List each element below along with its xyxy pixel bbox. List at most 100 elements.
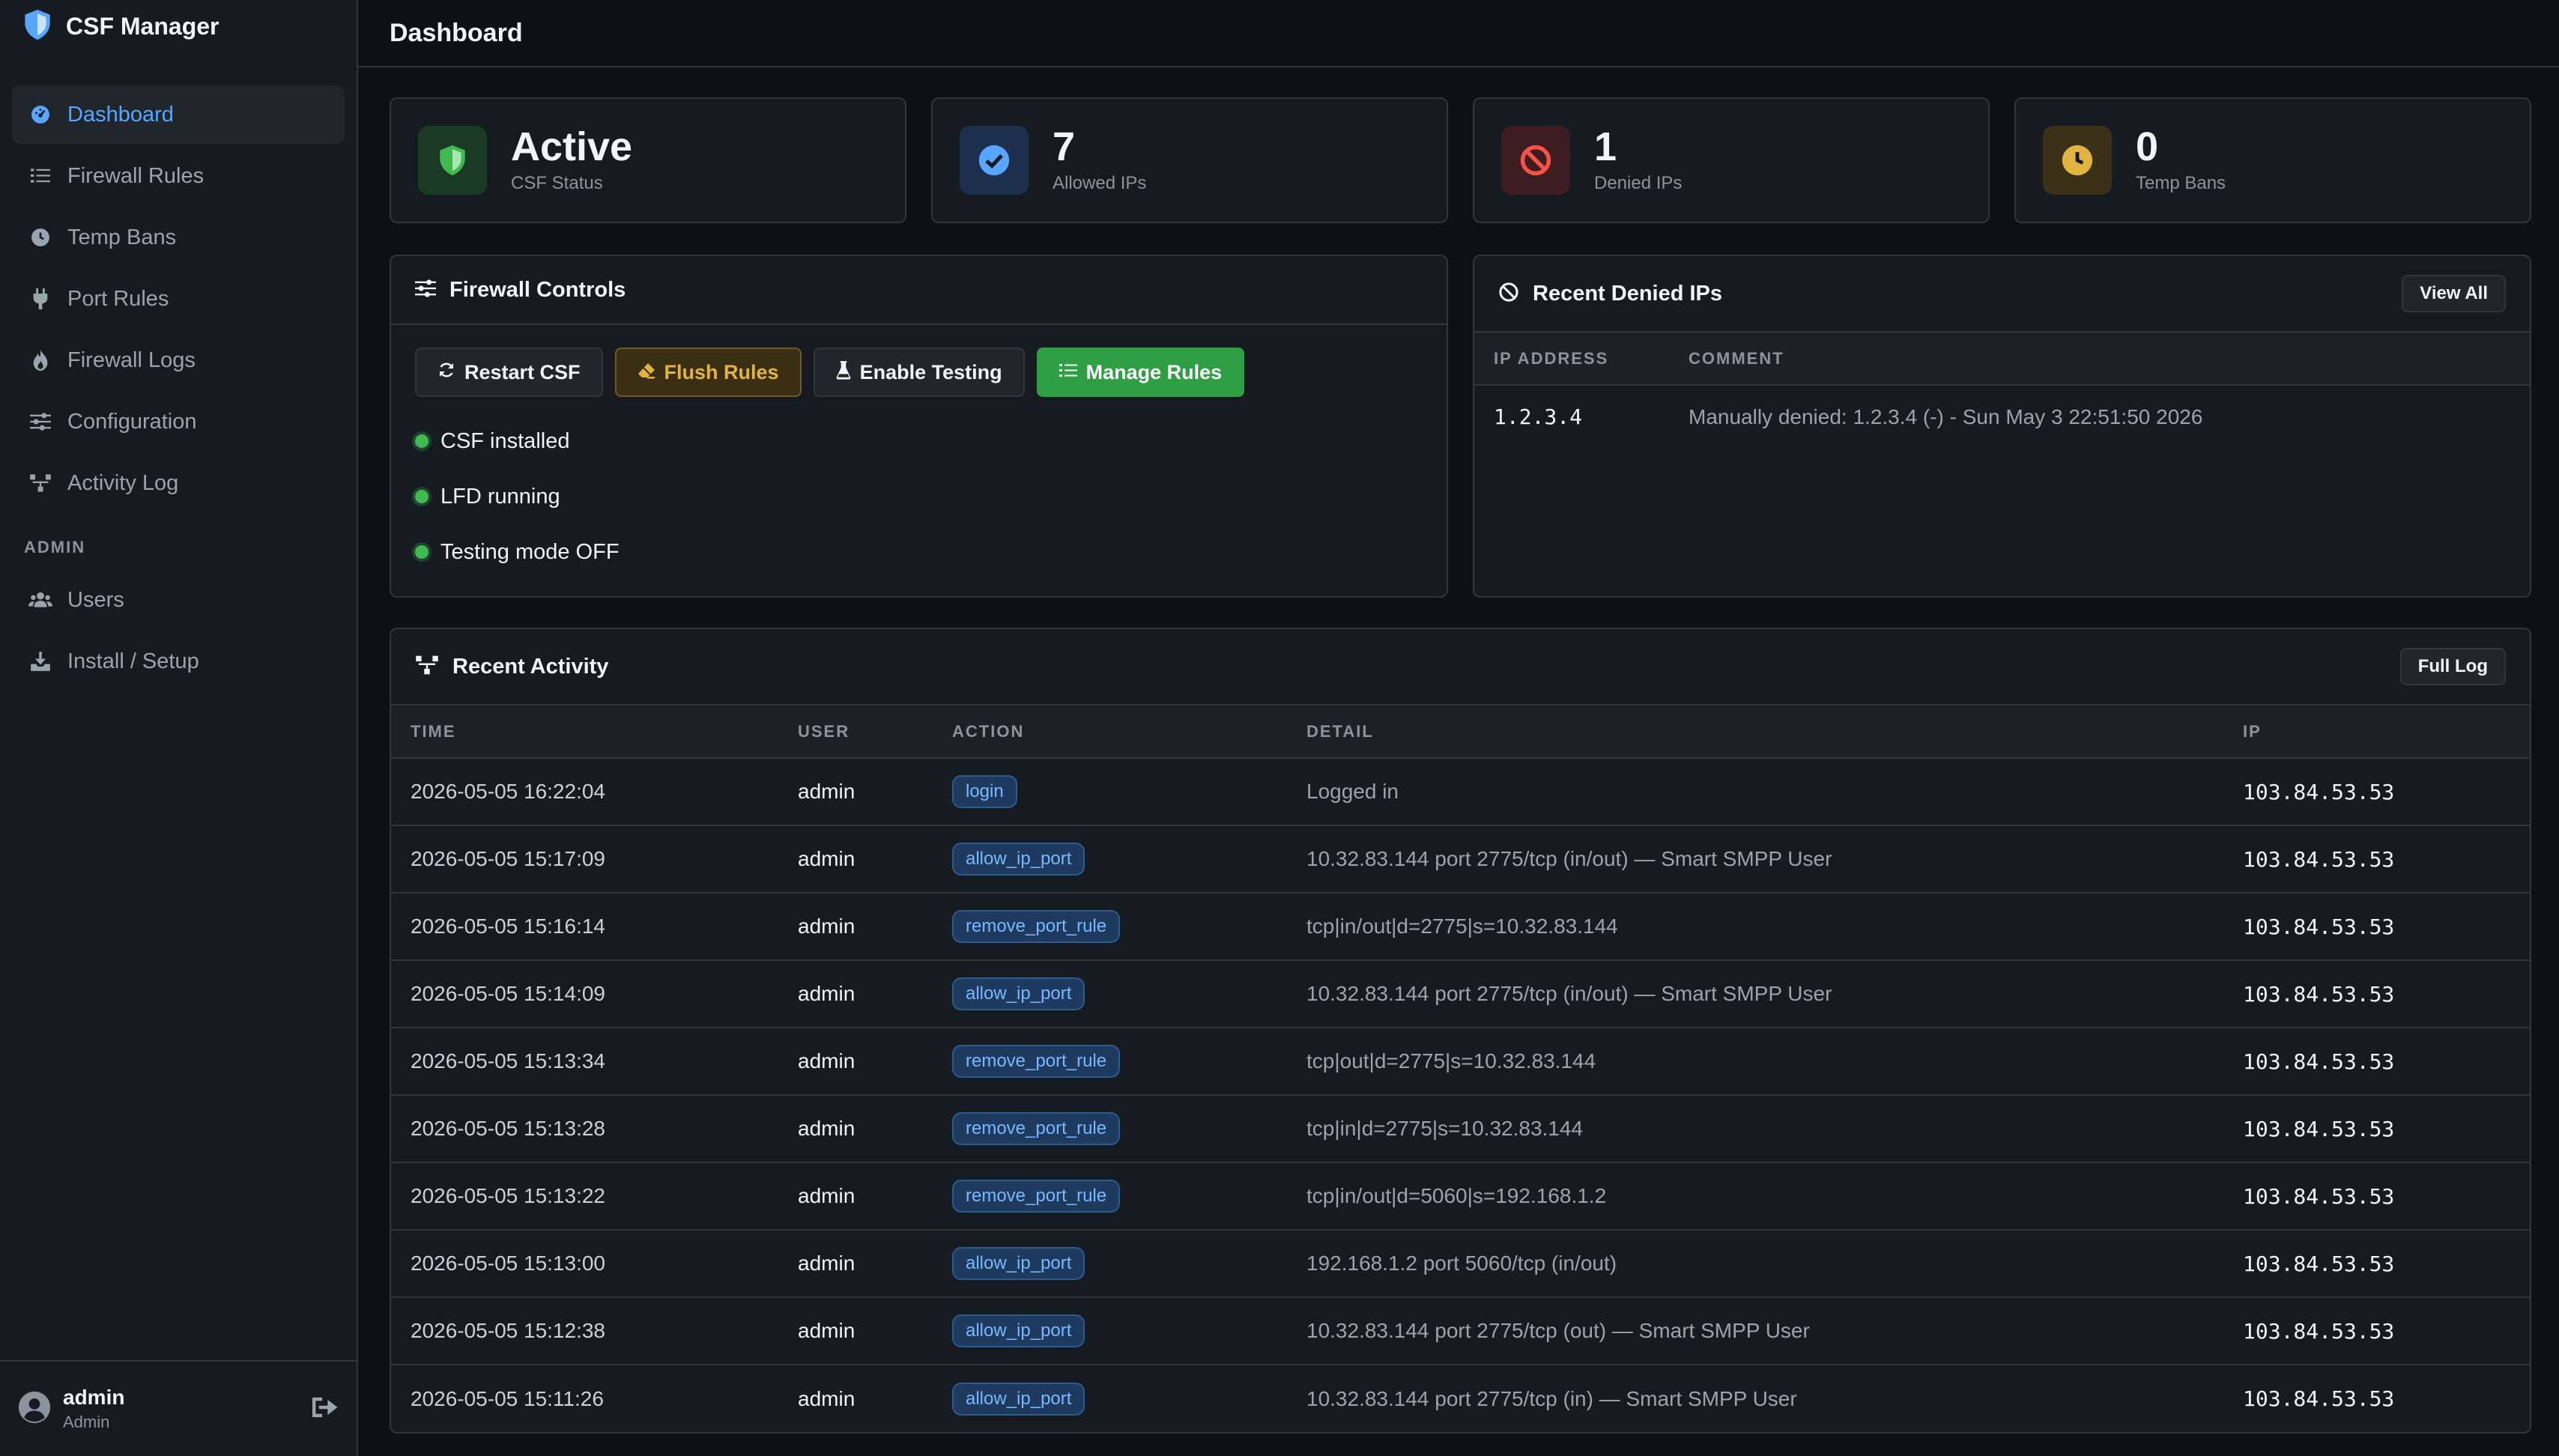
user-footer: admin Admin (0, 1360, 357, 1456)
user-cell: admin (798, 1162, 952, 1231)
column-header: IP (2243, 706, 2530, 759)
table-row[interactable]: 2026-05-05 15:13:28 admin remove_port_ru… (391, 1095, 2530, 1163)
firewall-controls-panel: Firewall Controls Restart CSF Flush Rule… (390, 255, 1448, 598)
sidebar-item-activity-log[interactable]: Activity Log (12, 454, 345, 512)
comment-cell: Manually denied: 1.2.3.4 (-) - Sun May 3… (1689, 404, 2203, 428)
shield-icon (418, 126, 487, 195)
button-label: Restart CSF (464, 360, 581, 383)
dashboard-icon (28, 103, 52, 127)
time-cell: 2026-05-05 15:11:26 (411, 1386, 604, 1410)
recent-activity-panel: Recent Activity Full Log TIME USER ACTIO… (390, 628, 2531, 1434)
restart-csf-button[interactable]: Restart CSF (415, 348, 603, 397)
ip-cell: 103.84.53.53 (2243, 1095, 2530, 1163)
sidebar-item-configuration[interactable]: Configuration (12, 392, 345, 451)
panel-title: Recent Activity (452, 654, 609, 679)
detail-cell: 10.32.83.144 port 2775/tcp (in) — Smart … (1306, 1386, 1797, 1410)
sidebar-item-dashboard[interactable]: Dashboard (12, 85, 345, 144)
ip-cell: 103.84.53.53 (2243, 1386, 2395, 1411)
sidebar-item-label: Firewall Rules (67, 163, 205, 188)
full-log-button[interactable]: Full Log (2399, 648, 2506, 685)
sliders-icon (28, 410, 52, 434)
time-cell: 2026-05-05 15:14:09 (391, 960, 798, 1028)
stat-label: CSF Status (511, 173, 603, 193)
manage-rules-button[interactable]: Manage Rules (1036, 348, 1245, 397)
sidebar: CSF Manager Dashboard Firewall Rules Tem… (0, 0, 358, 1456)
table-row[interactable]: 2026-05-05 15:14:09 admin allow_ip_port … (391, 960, 2530, 1028)
sliders-icon (415, 279, 436, 301)
sidebar-item-firewall-logs[interactable]: Firewall Logs (12, 331, 345, 389)
sidebar-item-temp-bans[interactable]: Temp Bans (12, 208, 345, 267)
recent-denied-panel: Recent Denied IPs View All IP ADDRESS CO… (1473, 255, 2531, 598)
view-all-button[interactable]: View All (2402, 275, 2506, 312)
ip-cell: 103.84.53.53 (2243, 1162, 2530, 1231)
stat-card-csf-status: Active CSF Status (390, 97, 906, 223)
logout-icon[interactable] (310, 1395, 339, 1423)
user-cell: admin (798, 1297, 952, 1365)
sidebar-item-label: Activity Log (67, 470, 179, 495)
stat-card-denied-ips: 1 Denied IPs (1473, 97, 1990, 223)
sidebar-item-install-setup[interactable]: Install / Setup (12, 632, 345, 691)
action-badge: login (952, 775, 1017, 808)
brand[interactable]: CSF Manager (0, 0, 357, 52)
user-cell: admin (798, 1230, 952, 1298)
denied-table: IP ADDRESS COMMENT 1.2.3.4 Manually deni… (1474, 333, 2530, 448)
stat-value: 1 (1594, 124, 1617, 169)
main-content: Dashboard Active CSF Status 7 Allowed IP… (358, 0, 2559, 1456)
stat-label: Temp Bans (2136, 173, 2226, 193)
table-row[interactable]: 1.2.3.4 Manually denied: 1.2.3.4 (-) - S… (1474, 385, 2530, 448)
table-row[interactable]: 2026-05-05 15:13:00 admin allow_ip_port … (391, 1230, 2530, 1298)
status-text: Testing mode OFF (440, 539, 620, 564)
user-cell: admin (798, 825, 952, 894)
flask-icon (836, 360, 851, 385)
avatar[interactable] (18, 1391, 51, 1428)
table-row[interactable]: 2026-05-05 15:13:22 admin remove_port_ru… (391, 1162, 2530, 1231)
detail-cell: 10.32.83.144 port 2775/tcp (in/out) — Sm… (1306, 960, 2243, 1028)
action-cell: allow_ip_port (952, 1297, 1306, 1365)
status-list: CSF installed LFD running Testing mode O… (391, 397, 1447, 580)
ban-icon (1501, 126, 1570, 195)
enable-testing-button[interactable]: Enable Testing (813, 348, 1025, 397)
network-icon (415, 655, 439, 679)
action-cell: remove_port_rule (952, 1028, 1306, 1096)
ip-cell: 103.84.53.53 (2243, 960, 2530, 1028)
activity-table: TIME USER ACTION DETAIL IP 2026-05-05 16… (391, 706, 2530, 1432)
sidebar-item-firewall-rules[interactable]: Firewall Rules (12, 147, 345, 205)
table-row[interactable]: 2026-05-05 15:12:38 admin allow_ip_port … (391, 1297, 2530, 1365)
action-badge: remove_port_rule (952, 1045, 1121, 1078)
stat-label: Allowed IPs (1053, 173, 1147, 193)
sidebar-item-users[interactable]: Users (12, 571, 345, 629)
action-cell: allow_ip_port (952, 960, 1306, 1028)
sidebar-nav: Dashboard Firewall Rules Temp Bans Port … (0, 52, 357, 691)
column-header: TIME (391, 706, 798, 759)
table-row[interactable]: 2026-05-05 16:22:04 admin login Logged i… (391, 758, 2530, 826)
time-cell: 2026-05-05 15:13:22 (391, 1162, 798, 1231)
user-cell: admin (798, 960, 952, 1028)
status-testing-mode: Testing mode OFF (415, 524, 1423, 580)
ip-cell: 1.2.3.4 (1494, 404, 1583, 429)
table-row[interactable]: 2026-05-05 15:17:09 admin allow_ip_port … (391, 825, 2530, 894)
panel-header: Firewall Controls (391, 256, 1447, 325)
button-label: Flush Rules (664, 360, 779, 383)
detail-cell: tcp|in/out|d=5060|s=192.168.1.2 (1306, 1162, 2243, 1231)
sidebar-item-label: Users (67, 587, 124, 612)
table-row[interactable]: 2026-05-05 15:16:14 admin remove_port_ru… (391, 893, 2530, 961)
sidebar-item-port-rules[interactable]: Port Rules (12, 270, 345, 328)
action-badge: remove_port_rule (952, 1180, 1121, 1213)
admin-section-label: ADMIN (24, 538, 86, 556)
user-cell: admin (798, 1386, 855, 1410)
table-row[interactable]: 2026-05-05 15:13:34 admin remove_port_ru… (391, 1028, 2530, 1096)
table-row[interactable]: 2026-05-05 15:11:26 admin allow_ip_port … (391, 1365, 2530, 1432)
status-dot (415, 490, 428, 503)
status-csf-installed: CSF installed (415, 413, 1423, 469)
time-cell: 2026-05-05 15:17:09 (391, 825, 798, 894)
network-icon (28, 471, 52, 495)
action-cell: remove_port_rule (952, 893, 1306, 961)
action-badge: allow_ip_port (952, 1247, 1085, 1280)
status-text: LFD running (440, 484, 560, 509)
list-icon (28, 164, 52, 188)
sidebar-item-label: Firewall Logs (67, 348, 196, 372)
page-title: Dashboard (390, 18, 523, 47)
flush-rules-button[interactable]: Flush Rules (614, 348, 802, 397)
column-header: DETAIL (1306, 706, 2243, 759)
action-badge: allow_ip_port (952, 977, 1085, 1010)
